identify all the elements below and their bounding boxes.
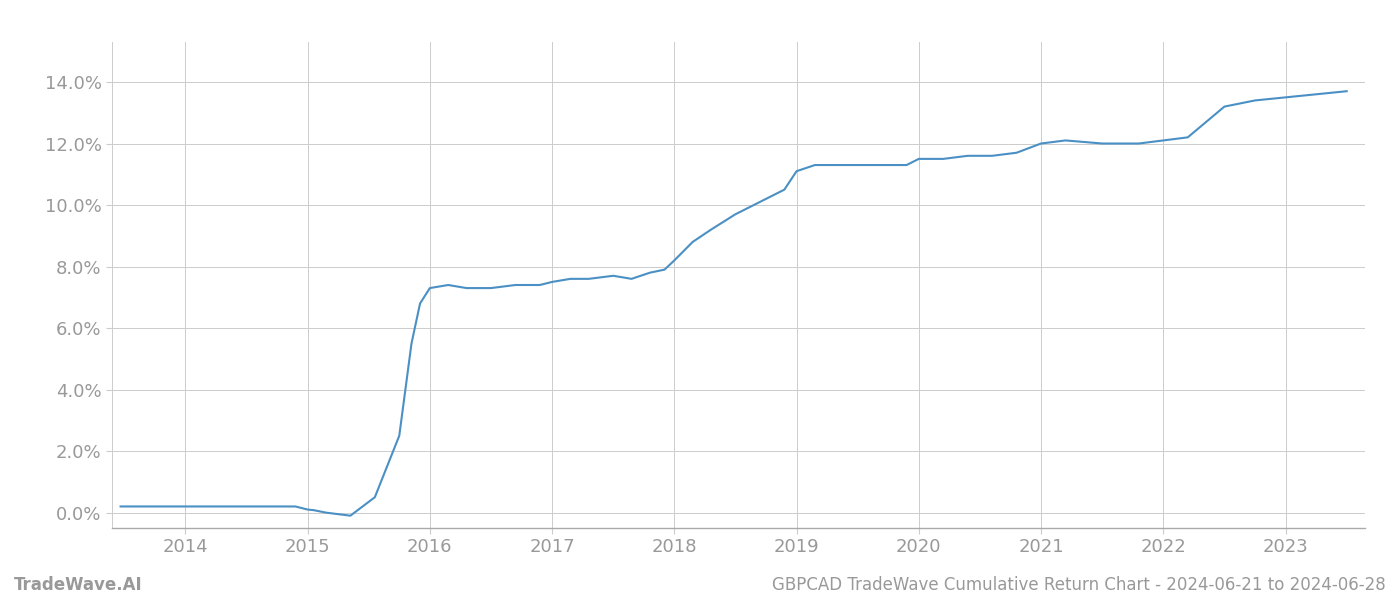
Text: GBPCAD TradeWave Cumulative Return Chart - 2024-06-21 to 2024-06-28: GBPCAD TradeWave Cumulative Return Chart… (773, 576, 1386, 594)
Text: TradeWave.AI: TradeWave.AI (14, 576, 143, 594)
